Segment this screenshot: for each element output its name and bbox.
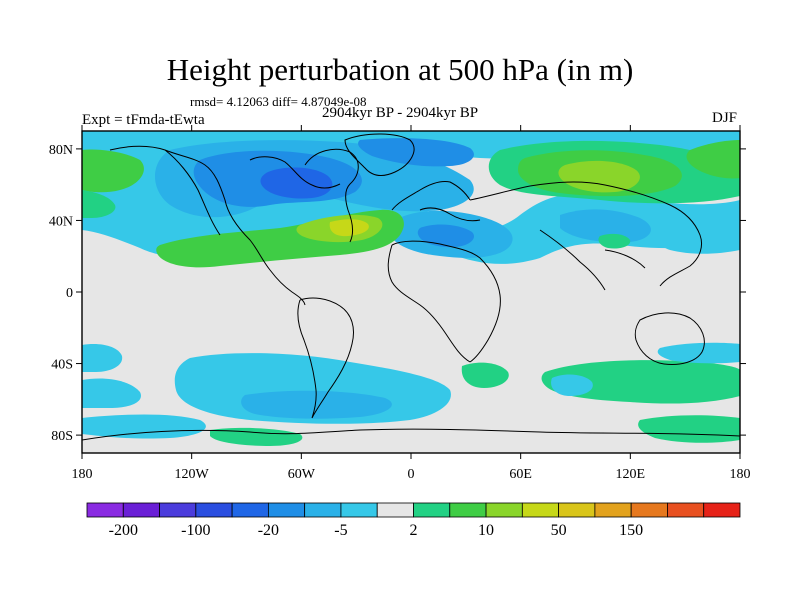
lon-tick-label: 120E — [616, 467, 646, 482]
contour-cyan-southern-ocean — [82, 414, 206, 439]
colorbar-swatch — [122, 502, 160, 518]
colorbar-swatch — [558, 502, 596, 518]
colorbar-label: 10 — [478, 522, 494, 539]
colorbar: -200 -100 -20 -5 2 10 50 150 — [86, 502, 741, 539]
contour-field — [82, 131, 740, 446]
coastline-south-america — [297, 297, 354, 419]
latitude-axis: 80N 40N 0 40S 80S — [49, 143, 746, 444]
experiment-label: Expt = tFmda-tEwta — [82, 112, 205, 128]
colorbar-swatch — [340, 502, 378, 518]
coastline-north-america — [109, 145, 359, 306]
contour-lightblue-east-asia — [560, 209, 651, 243]
contour-darkblue-hudson — [260, 167, 333, 199]
colorbar-swatch — [195, 502, 233, 518]
coastline-europe — [391, 181, 481, 222]
contour-tealgreen-indian-ocean — [541, 360, 740, 404]
colorbar-swatch — [267, 502, 306, 518]
coastline-australia — [634, 312, 705, 365]
lon-tick-label: 120W — [175, 467, 210, 482]
lat-tick-label: 80S — [51, 429, 73, 444]
coastline-greenland — [344, 133, 415, 176]
season-label: DJF — [712, 110, 738, 126]
colorbar-swatch — [667, 502, 705, 518]
contour-cyan-indian-ocean — [551, 374, 593, 396]
colorbar-swatch — [630, 502, 668, 518]
colorbar-swatch — [449, 502, 487, 518]
contour-lightblue-south-pacific — [241, 390, 392, 419]
colorbar-swatch — [304, 502, 342, 518]
lon-tick-label: 60E — [509, 467, 532, 482]
colorbar-label: -5 — [334, 522, 347, 539]
plot-title: Height perturbation at 500 hPa (in m) — [166, 52, 634, 87]
colorbar-swatch — [86, 502, 124, 518]
colorbar-label: 150 — [619, 522, 643, 539]
lon-tick-label: 180 — [730, 467, 751, 482]
colorbar-label: -100 — [181, 522, 210, 539]
colorbar-swatch — [594, 502, 632, 518]
colorbar-swatch — [376, 502, 414, 518]
contour-tealgreen-west-pacific — [82, 190, 116, 218]
contour-cyan-southwest-pacific — [82, 344, 123, 372]
contour-midblue-mediterranean — [417, 224, 475, 248]
colorbar-swatch — [703, 502, 741, 518]
lon-tick-label: 180 — [72, 467, 93, 482]
contour-lime-siberia — [558, 160, 640, 193]
colorbar-swatch — [231, 502, 269, 518]
colorbar-swatch — [413, 502, 451, 518]
colorbar-swatch — [159, 502, 197, 518]
colorbar-label: 2 — [410, 522, 418, 539]
lat-tick-label: 80N — [49, 143, 73, 158]
longitude-axis: 180 120W 60W 0 60E 120E 180 — [72, 125, 751, 482]
contour-tealgreen-east-antarctica — [638, 415, 740, 443]
period-label: 2904kyr BP - 2904kyr BP — [322, 105, 479, 121]
contour-cyan-southwest-pacific-lower — [82, 378, 141, 408]
lon-tick-label: 0 — [408, 467, 415, 482]
contour-green-west-pacific — [82, 149, 144, 193]
contour-midblue-arctic — [358, 138, 474, 167]
colorbar-label: -20 — [258, 522, 279, 539]
colorbar-swatch — [485, 502, 523, 518]
lat-tick-label: 0 — [66, 286, 73, 301]
contour-tealgreen-tibet — [598, 233, 631, 249]
lat-tick-label: 40S — [51, 358, 73, 373]
lon-tick-label: 60W — [288, 467, 316, 482]
colorbar-label: 50 — [551, 522, 567, 539]
colorbar-label: -200 — [109, 522, 138, 539]
contour-cyan-subtropical-pacific — [657, 229, 740, 254]
lat-tick-label: 40N — [49, 214, 73, 229]
contour-yellowgreen-atlantic — [329, 219, 369, 237]
coastline-africa — [387, 240, 501, 363]
stats-label: rmsd= 4.12063 diff= 4.87049e-08 — [190, 94, 367, 109]
coastline-asia — [469, 181, 703, 291]
contour-tealgreen-antarctica — [210, 427, 303, 446]
contour-tealgreen-south-atlantic — [461, 362, 509, 388]
coastline-antarctica — [82, 428, 740, 441]
colorbar-swatch — [521, 502, 560, 518]
coastlines — [82, 133, 740, 441]
contour-cyan-south-indian-ocean — [657, 342, 740, 364]
contour-green-east-pacific — [686, 140, 740, 179]
